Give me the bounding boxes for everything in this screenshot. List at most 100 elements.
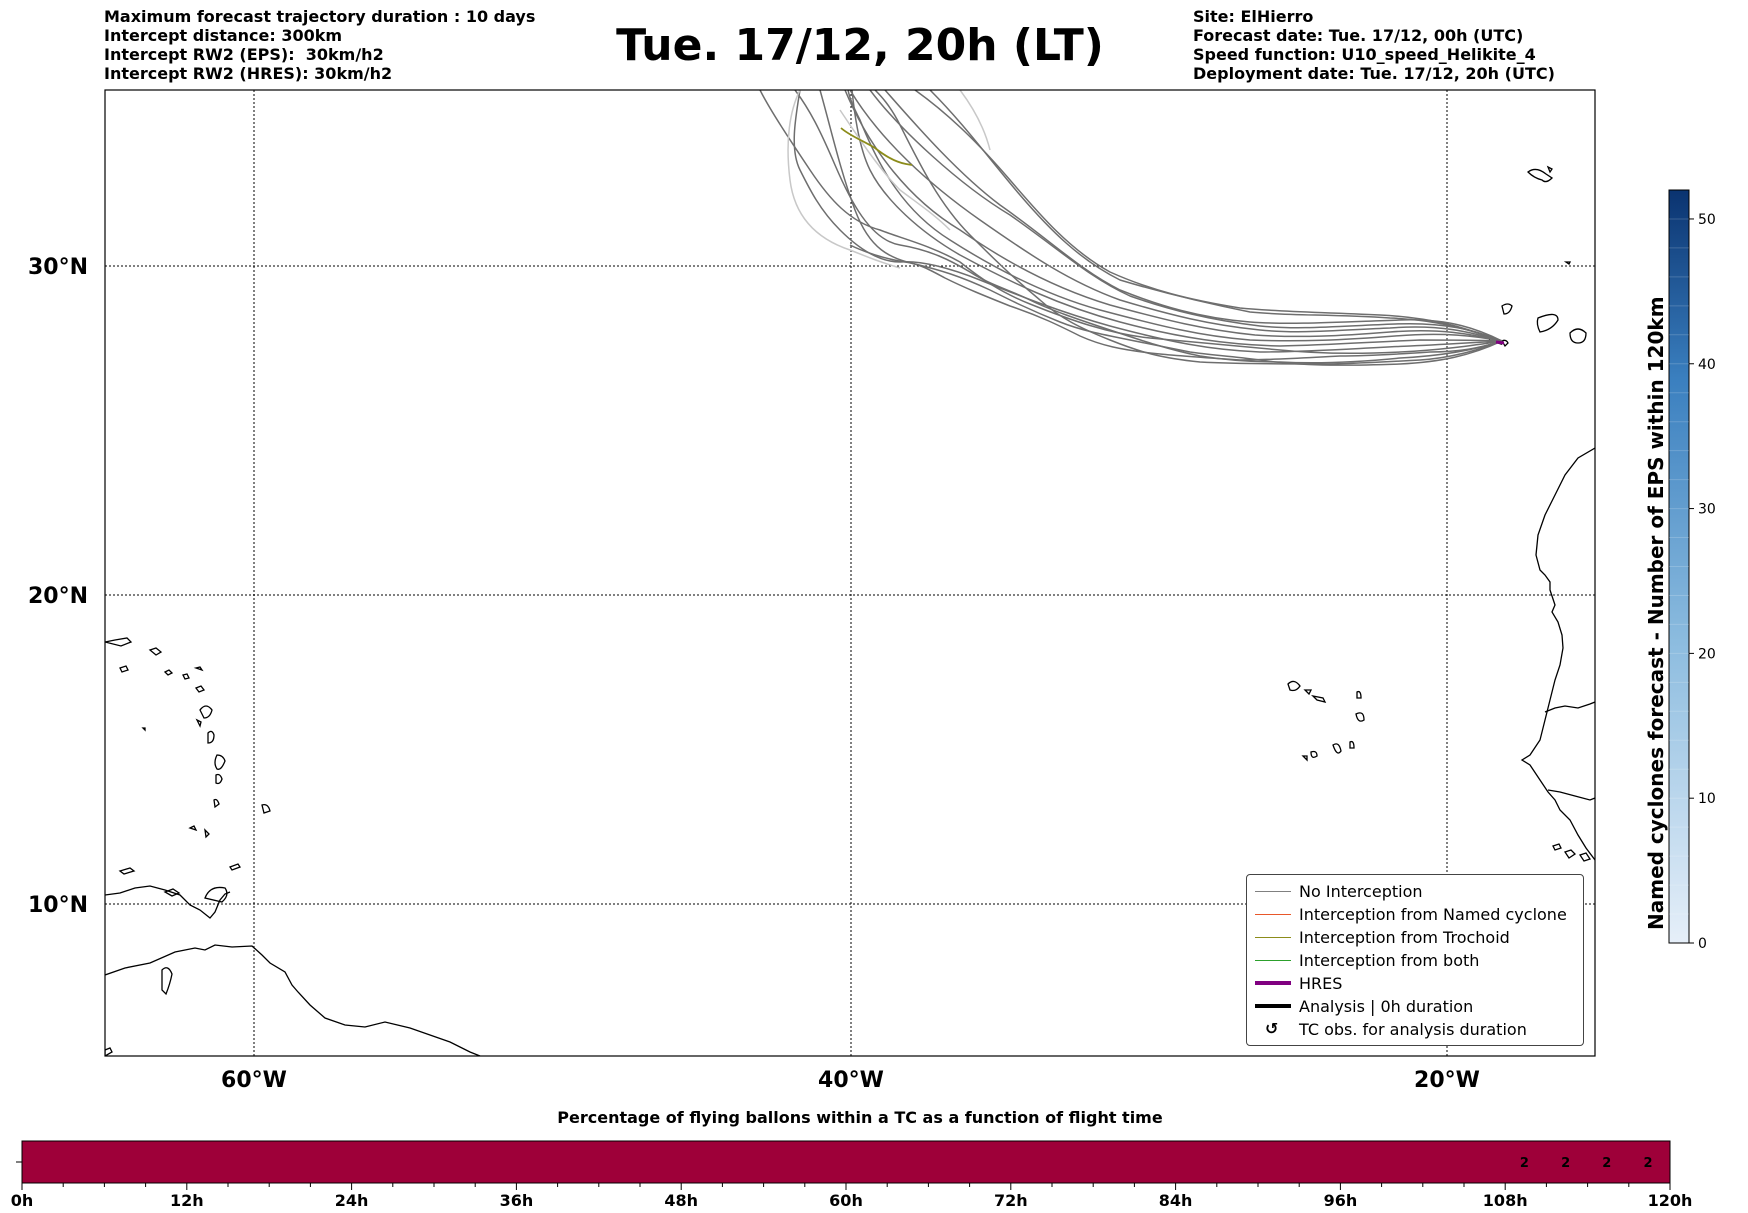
island-fuerteventura [1536,313,1559,333]
trajectory-line-8 [851,90,1503,347]
island-bijagos-3 [1578,852,1592,862]
trajectory-line-13 [874,90,1503,365]
lon-label-40w: 40°W [818,1068,884,1093]
island-tobago-2 [188,825,198,832]
trajectory-line-3 [884,90,1503,342]
legend-label: HRES [1299,974,1343,993]
island-grenada [204,828,210,839]
legend-swatch [1255,914,1291,915]
island-boa-vista [1355,712,1365,722]
header-right: Site: ElHierro Forecast date: Tue. 17/12… [1193,7,1555,83]
island-barbados [261,803,271,814]
island-bijagos-2 [1563,849,1577,859]
lat-label-30n: 30°N [28,255,88,280]
legend-item-both: Interception from both [1247,949,1583,972]
island-tenerife [1501,303,1513,315]
coast-west-africa [1520,447,1595,861]
header-right-line-1: Site: ElHierro [1193,7,1314,26]
island-bijagos [1552,843,1562,851]
island-guadeloupe-2 [195,718,202,728]
lat-label-10n: 10°N [28,893,88,918]
island-maio [1349,740,1355,749]
legend-label: No Interception [1299,882,1423,901]
trajectory-line-7 [847,90,1503,342]
header-left-line-2: Intercept distance: 300km [104,26,343,45]
lon-label-60w: 60°W [221,1068,287,1093]
legend-item-trochoid: Interception from Trochoid [1247,926,1583,949]
legend-swatch [1255,1004,1291,1008]
legend-item-named-cyclone: Interception from Named cyclone [1247,903,1583,926]
island-vi-2 [119,665,129,673]
island-lanzarote [1527,168,1554,183]
island-tobago [229,863,241,871]
island-puerto-rico [105,637,133,647]
map-legend: No Interception Interception from Named … [1246,874,1584,1046]
island-sao-vicente [1303,689,1313,696]
island-stkitts [182,673,190,680]
island-azores-small [1546,165,1553,174]
island-elhierro [1501,339,1509,348]
island-brava [1301,755,1308,762]
header-left-line-1: Maximum forecast trajectory duration : 1… [104,7,536,26]
trajectory-line-trochoid [840,127,913,166]
legend-swatch [1255,937,1291,938]
island-dominica [207,730,215,744]
island-anguilla [163,669,174,676]
trajectory-line-faded-2 [839,109,951,231]
island-virgin [148,647,163,656]
legend-swatch [1255,891,1291,892]
trajectory-line-hres [1495,340,1505,345]
map-frame [104,89,1596,1057]
island-sao-nicolau [1311,694,1327,703]
legend-label: TC obs. for analysis duration [1299,1020,1527,1039]
trajectory-line-faded-3 [959,90,991,151]
island-margarita [163,888,181,897]
island-martinique [214,754,226,770]
trajectory-line-2 [914,90,1503,342]
island-barbuda [193,666,204,672]
colorbar-title: Named cyclones forecast - Number of EPS … [1644,296,1668,930]
lon-label-20w: 20°W [1414,1068,1480,1093]
bar-title: Percentage of flying ballons within a TC… [557,1108,1163,1127]
trajectory-line-6 [844,90,1503,342]
header-right-line-2: Forecast date: Tue. 17/12, 00h (UTC) [1193,26,1524,45]
island-stvincent [213,798,220,809]
island-small-left [105,1047,113,1056]
coast-senegal-gambia [1544,701,1595,713]
legend-label: Interception from Named cyclone [1299,905,1567,924]
header-right-line-4: Deployment date: Tue. 17/12, 20h (UTC) [1193,64,1555,83]
island-fogo [1310,750,1318,758]
legend-item-analysis: Analysis | 0h duration [1247,995,1583,1018]
island-saba [141,727,146,732]
legend-item-no-interception: No Interception [1247,880,1583,903]
legend-item-hres: HRES [1247,972,1583,995]
island-gran-canaria [1569,328,1587,344]
coast-venezuela-gulf [105,885,231,919]
coast-south-america [105,944,481,1056]
island-guadeloupe [199,705,213,719]
legend-label: Interception from both [1299,951,1480,970]
island-curacao [118,867,136,875]
legend-swatch [1255,981,1291,985]
island-santiago [1332,743,1342,754]
legend-item-tc-obs: ↺ TC obs. for analysis duration [1247,1018,1583,1041]
header-right-line-3: Speed function: U10_speed_Helikite_4 [1193,45,1536,64]
island-antigua [194,685,206,693]
legend-swatch [1255,960,1291,961]
tc-obs-icon: ↺ [1265,1019,1279,1038]
trajectory-line-11 [794,90,1503,364]
island-madeira [1563,261,1572,265]
lat-lon-labels: 60°W 40°W 20°W 30°N 20°N 10°N [28,255,1480,1093]
trajectory-line-4 [869,90,1503,342]
island-sal [1356,690,1362,699]
trajectory-line-faded-1 [787,90,901,269]
island-santo-antao [1287,680,1301,692]
trajectory-line-5 [849,90,1503,342]
header-left-line-4: Intercept RW2 (HRES): 30km/h2 [104,64,393,83]
coast-gulf-guinea [1547,789,1595,801]
island-trinidad [204,886,228,903]
trajectory-line-10 [759,90,1503,355]
legend-label: Analysis | 0h duration [1299,997,1474,1016]
header-left-line-3: Intercept RW2 (EPS): 30km/h2 [104,45,384,64]
lat-label-20n: 20°N [28,584,88,609]
